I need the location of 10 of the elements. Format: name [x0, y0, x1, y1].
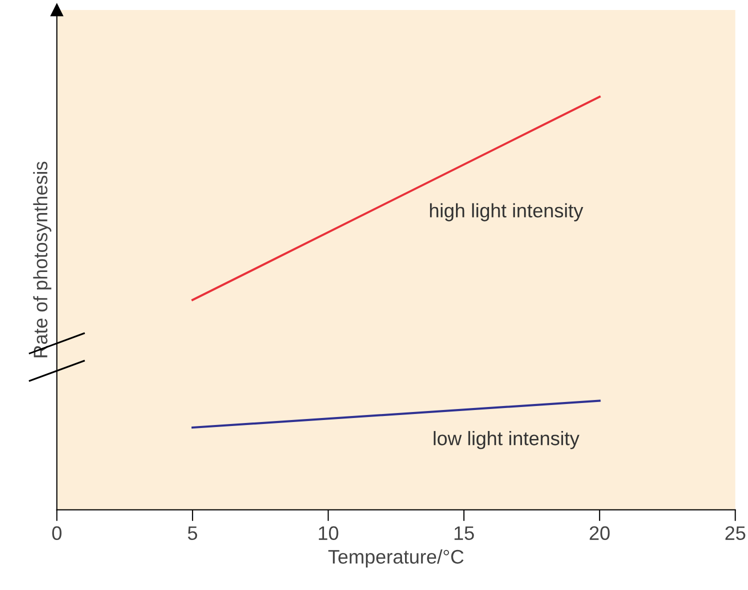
x-tick-label: 25: [725, 526, 746, 540]
x-tick-label: 15: [454, 526, 474, 540]
y-axis-title: Rate of photosynthesis: [33, 162, 52, 358]
series-label: high light intensity: [430, 203, 584, 222]
x-tick-label: 0: [52, 526, 62, 540]
x-tick-label: 10: [318, 526, 338, 540]
x-axis-title: Temperature/°C: [328, 549, 464, 568]
x-tick-label: 5: [188, 526, 198, 540]
x-tick-label: 20: [590, 526, 610, 540]
series-label: low light intensity: [434, 431, 580, 450]
